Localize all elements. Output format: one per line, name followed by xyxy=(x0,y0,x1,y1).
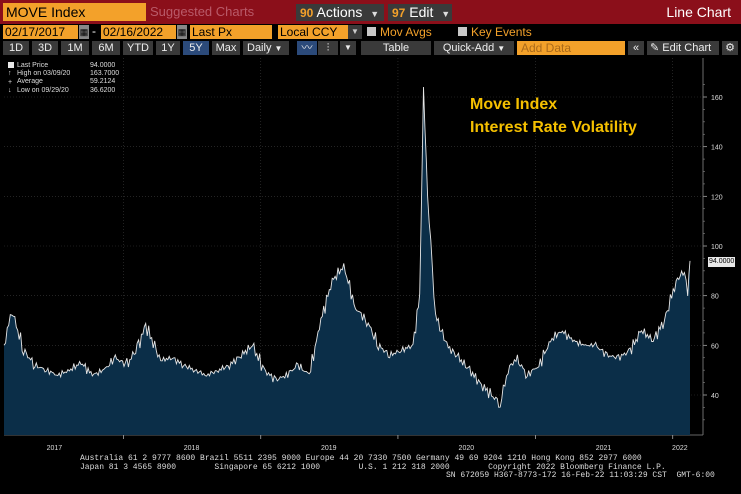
frequency-label: Daily xyxy=(247,42,272,54)
chevron-down-icon: ▼ xyxy=(370,9,380,19)
x-tick-label: 2019 xyxy=(321,445,337,452)
wrench-icon: ✎ xyxy=(650,42,660,54)
legend-row-low: ↓ Low on 09/29/20 36.6200 xyxy=(8,86,115,95)
arrow-down-icon: ↓ xyxy=(8,86,12,94)
y-tick-label: 100 xyxy=(711,244,723,251)
legend-value: 59.2124 xyxy=(90,78,116,86)
range-1m-button[interactable]: 1M xyxy=(61,41,89,55)
range-ytd-button[interactable]: YTD xyxy=(123,41,153,55)
key-events-checkbox[interactable] xyxy=(458,27,467,36)
legend-swatch xyxy=(8,62,14,69)
start-date-field[interactable]: 02/17/2017 xyxy=(3,25,78,39)
chevron-down-icon: ▼ xyxy=(441,9,451,19)
footer: Australia 61 2 9777 8600 Brazil 5511 239… xyxy=(0,454,741,494)
y-tick-label: 120 xyxy=(711,194,723,201)
y-tick-label: 80 xyxy=(711,294,719,301)
table-button[interactable]: Table xyxy=(361,41,431,55)
annotation-line-1: Move Index xyxy=(470,96,558,113)
quick-add-label: Quick-Add xyxy=(442,42,495,54)
series-area xyxy=(4,87,690,435)
legend-value: 163.7000 xyxy=(90,70,120,78)
chart-annotation: Move Index Interest Rate Volatility xyxy=(470,93,637,139)
legend-label: High on 03/09/20 xyxy=(17,70,71,78)
chevron-down-icon[interactable]: ▼ xyxy=(348,25,362,39)
x-tick-label: 2017 xyxy=(47,445,63,452)
actions-label: Actions xyxy=(316,4,363,20)
candle-chart-icon[interactable]: ⫶ xyxy=(318,41,338,55)
footer-line-3: SN 672059 H367-8773-172 16-Feb-22 11:03:… xyxy=(446,471,715,480)
quick-add-button[interactable]: Quick-Add ▼ xyxy=(434,41,514,55)
chart-type-title: Line Chart xyxy=(666,4,731,20)
legend-value: 94.0000 xyxy=(90,62,116,69)
range-1y-button[interactable]: 1Y xyxy=(156,41,180,55)
y-tick-label: 140 xyxy=(711,145,723,152)
mov-avgs-checkbox[interactable] xyxy=(367,27,376,36)
footer-stamp: SN 672059 H367-8773-172 16-Feb-22 11:03:… xyxy=(446,471,715,481)
chart-area: 40 60 80 100 120 140 160 2017 2018 2019 2020 2021 20… xyxy=(0,56,741,494)
series-line xyxy=(3,86,691,408)
line-chart-icon[interactable]: 〰 xyxy=(297,41,317,55)
y-tick-label: 160 xyxy=(711,95,723,102)
y-tick-label: 60 xyxy=(711,343,719,350)
suggested-charts-link[interactable]: Suggested Charts xyxy=(150,4,255,19)
legend-label: Last Price xyxy=(17,62,49,69)
last-value-label: 94.0000 xyxy=(708,257,736,267)
footer-line-2: Japan 81 3 4565 8900 Singapore 65 6212 1… xyxy=(80,462,666,472)
edit-chart-button[interactable]: ✎ Edit Chart xyxy=(647,41,719,55)
key-events-label: Key Events xyxy=(471,25,532,39)
x-tick-label: 2021 xyxy=(596,445,612,452)
chevron-down-icon: ▼ xyxy=(497,44,506,53)
range-max-button[interactable]: Max xyxy=(212,41,240,55)
range-3d-button[interactable]: 3D xyxy=(32,41,58,55)
edit-label: Edit xyxy=(409,4,434,20)
average-icon: + xyxy=(8,78,13,86)
settings-icon[interactable]: ⚙ xyxy=(722,41,738,55)
chart-legend: Last Price 94.0000 ↑ High on 03/09/20 163.7… xyxy=(8,62,119,95)
date-separator: - xyxy=(92,24,96,38)
currency-select[interactable]: Local CCY xyxy=(278,25,348,39)
mov-avgs-label: Mov Avgs xyxy=(380,25,432,39)
chevron-down-icon: ▼ xyxy=(274,44,283,53)
end-date-field[interactable]: 02/16/2022 xyxy=(101,25,176,39)
legend-row-average: + Average 59.2124 xyxy=(8,78,115,86)
legend-row-last: Last Price 94.0000 xyxy=(8,62,115,70)
legend-label: Low on 09/29/20 xyxy=(17,86,69,94)
legend-value: 36.6200 xyxy=(90,86,116,94)
settings-bar: 02/17/2017 ▦ - 02/16/2022 ▦ Last Px Loca… xyxy=(0,24,741,40)
annotation-line-2: Interest Rate Volatility xyxy=(470,119,637,136)
footer-contacts: Australia 61 2 9777 8600 Brazil 5511 239… xyxy=(80,454,666,472)
actions-number: 90 xyxy=(300,6,314,20)
price-field-select[interactable]: Last Px xyxy=(190,25,272,39)
top-toolbar: MOVE Index Suggested Charts 90 Actions ▼… xyxy=(0,0,741,24)
edit-number: 97 xyxy=(392,6,406,20)
chevron-down-icon[interactable]: ▼ xyxy=(340,41,356,55)
arrow-up-icon: ↑ xyxy=(8,70,12,78)
legend-row-high: ↑ High on 03/09/20 163.7000 xyxy=(8,70,119,78)
line-chart: 40 60 80 100 120 140 160 2017 2018 2019 2020 2021 20… xyxy=(3,58,723,452)
range-1d-button[interactable]: 1D xyxy=(3,41,29,55)
x-tick-label: 2022 xyxy=(672,445,688,452)
calendar-icon[interactable]: ▦ xyxy=(177,25,187,39)
x-tick-label: 2020 xyxy=(459,445,475,452)
legend-label: Average xyxy=(17,78,43,86)
frequency-select[interactable]: Daily ▼ xyxy=(243,41,289,55)
ticker-field[interactable]: MOVE Index xyxy=(3,3,146,21)
edit-chart-label: Edit Chart xyxy=(662,42,712,54)
edit-menu-button[interactable]: 97 Edit ▼ xyxy=(388,4,452,21)
range-bar: 1D 3D 1M 6M YTD 1Y 5Y Max Daily ▼ 〰 ⫶ ▼ … xyxy=(0,40,741,56)
calendar-icon[interactable]: ▦ xyxy=(79,25,89,39)
footer-line-1: Australia 61 2 9777 8600 Brazil 5511 239… xyxy=(80,454,642,463)
collapse-icon[interactable]: « xyxy=(628,41,644,55)
add-data-input[interactable]: Add Data xyxy=(517,41,625,55)
actions-menu-button[interactable]: 90 Actions ▼ xyxy=(296,4,384,21)
x-tick-label: 2018 xyxy=(184,445,200,452)
range-6m-button[interactable]: 6M xyxy=(92,41,120,55)
range-5y-button[interactable]: 5Y xyxy=(183,41,209,55)
y-tick-label: 40 xyxy=(711,393,719,400)
